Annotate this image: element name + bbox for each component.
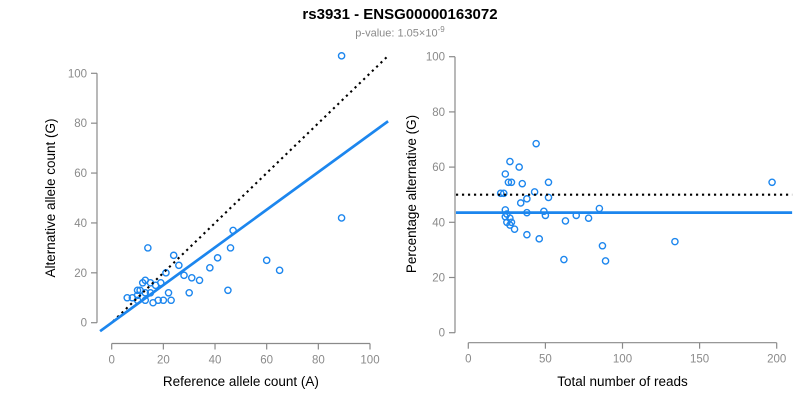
data-point (499, 189, 508, 197)
data-point (560, 255, 568, 264)
data-point (518, 179, 527, 188)
y-tick-label: 20 (74, 267, 87, 279)
fit-line (99, 119, 389, 332)
pvalue-text: p-value: 1.05×10 (355, 27, 438, 40)
data-point (144, 243, 152, 252)
data-point (535, 234, 544, 243)
chart-subtitle: p-value: 1.05×10-9 (0, 23, 800, 41)
data-point (671, 237, 679, 246)
data-point (501, 169, 510, 178)
x-tick-label: 200 (767, 353, 786, 365)
data-point (141, 288, 150, 297)
data-point (154, 296, 162, 304)
y-axis: 0 20 40 60 80 100 (68, 68, 98, 329)
data-point (337, 51, 346, 60)
points-layer (496, 139, 776, 265)
data-point (544, 193, 553, 201)
data-point (185, 288, 193, 297)
data-point (584, 214, 593, 222)
y-axis: 0 20 40 60 80 100 (426, 51, 456, 339)
data-point (506, 157, 514, 166)
y-axis-label: Alternative allele count (G) (43, 118, 58, 277)
data-point (195, 276, 204, 284)
y-tick-label: 20 (432, 272, 445, 284)
data-point (601, 256, 610, 265)
x-axis-label: Reference allele count (A) (163, 374, 319, 389)
identity-line (112, 55, 388, 322)
x-tick-label: 50 (539, 353, 552, 365)
panel-percentage-by-depth: 0 20 40 60 80 100 0 50 100 150 200 Total number of … (404, 51, 793, 389)
data-point (504, 178, 513, 186)
y-tick-label: 0 (81, 317, 87, 329)
x-tick-label: 80 (312, 354, 325, 366)
y-axis-label: Percentage alternative (G) (404, 114, 419, 272)
data-point (133, 286, 142, 294)
data-point (213, 253, 222, 262)
x-axis: 0 50 100 150 200 (465, 341, 786, 365)
data-point (532, 139, 540, 148)
data-point (167, 296, 175, 304)
data-point (506, 214, 514, 222)
y-tick-label: 100 (426, 51, 445, 63)
data-point (262, 256, 271, 264)
panel-allele-counts: 0 20 40 60 80 100 0 20 40 60 80 100 Reference allele… (43, 51, 389, 389)
data-point (515, 162, 523, 171)
data-point (226, 243, 235, 252)
x-axis: 0 20 40 60 80 100 (108, 342, 380, 366)
data-point (175, 261, 183, 269)
y-tick-label: 40 (432, 217, 445, 229)
y-tick-label: 60 (74, 168, 87, 180)
y-tick-label: 0 (439, 327, 445, 339)
pvalue-exponent: -9 (437, 25, 445, 34)
x-tick-label: 20 (157, 354, 170, 366)
x-tick-label: 0 (108, 354, 114, 366)
data-point (164, 288, 173, 297)
data-point (180, 271, 188, 279)
plots-canvas: 0 20 40 60 80 100 0 20 40 60 80 100 Reference allele… (43, 51, 793, 389)
data-point (224, 286, 232, 294)
x-tick-label: 0 (465, 353, 471, 365)
data-point (123, 293, 131, 302)
data-point (516, 198, 525, 207)
chart-title: rs3931 - ENSG00000163072 (302, 6, 498, 23)
data-point (138, 278, 147, 287)
data-point (507, 218, 516, 226)
y-tick-label: 100 (68, 68, 87, 80)
x-tick-label: 60 (260, 354, 273, 366)
data-point (507, 178, 516, 186)
data-point (523, 230, 531, 239)
data-point (540, 207, 548, 215)
data-point (768, 178, 776, 186)
data-point (510, 225, 519, 233)
data-point (275, 266, 284, 274)
data-point (159, 296, 168, 304)
data-point (187, 273, 196, 282)
y-tick-label: 80 (432, 107, 445, 119)
data-point (523, 194, 531, 203)
points-layer (123, 51, 346, 307)
data-point (496, 189, 505, 197)
y-tick-label: 60 (432, 162, 445, 174)
x-tick-label: 40 (209, 354, 222, 366)
x-axis-label: Total number of reads (557, 374, 688, 389)
x-tick-label: 150 (690, 353, 709, 365)
x-tick-label: 100 (613, 353, 632, 365)
data-point (169, 251, 178, 259)
data-point (598, 241, 607, 250)
y-tick-label: 40 (74, 218, 87, 230)
data-point (595, 204, 604, 212)
data-point (561, 216, 570, 225)
data-point (544, 178, 553, 186)
data-point (206, 263, 214, 272)
x-tick-label: 100 (360, 354, 379, 366)
data-point (337, 213, 346, 222)
y-tick-label: 80 (74, 118, 87, 130)
